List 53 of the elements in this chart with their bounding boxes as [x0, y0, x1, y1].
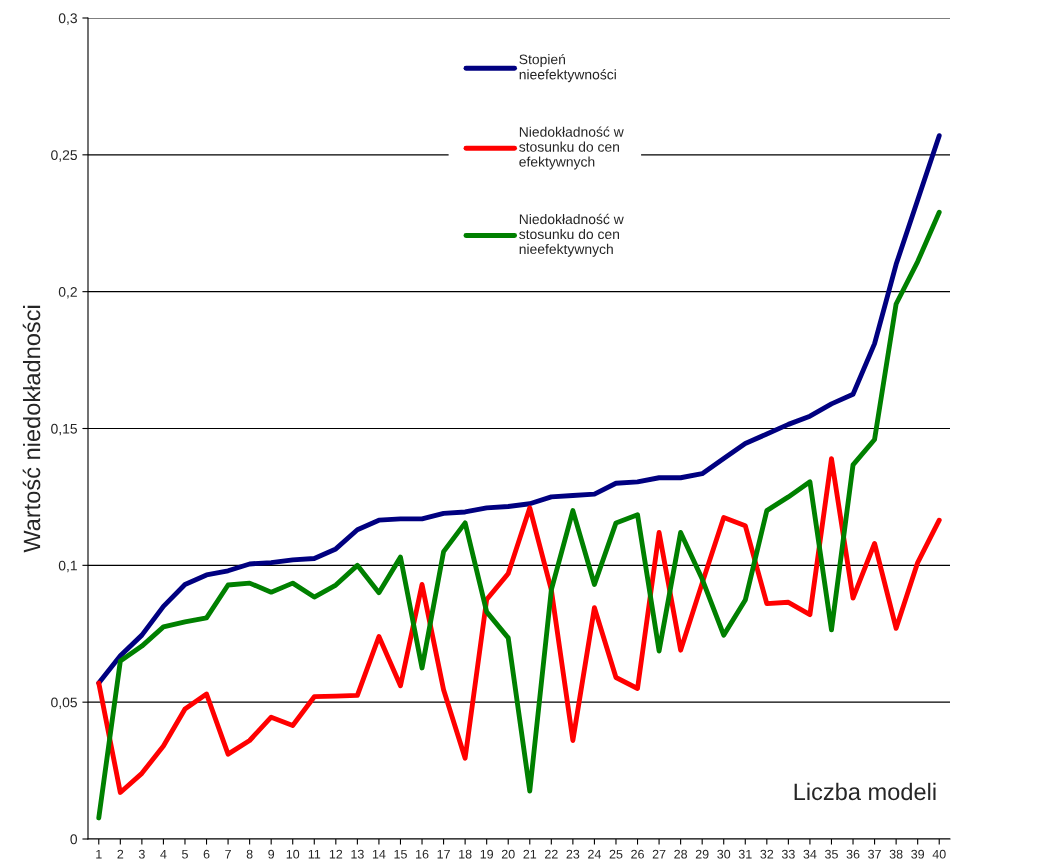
- x-tick-label: 37: [868, 849, 881, 859]
- x-tick-label: 28: [674, 849, 688, 859]
- x-tick-label: 30: [717, 849, 731, 859]
- x-axis-title: Liczba modeli: [794, 782, 936, 801]
- x-tick-label: 4: [160, 849, 167, 859]
- x-tick-label: 26: [631, 849, 644, 859]
- line-series: [96, 209, 942, 821]
- x-tick-label: 36: [846, 849, 860, 859]
- x-tick-label: 7: [225, 849, 231, 859]
- x-tick-label: 34: [803, 849, 817, 859]
- x-tick-label: 22: [545, 849, 558, 859]
- x-tick-label: 10: [286, 849, 300, 859]
- x-tick-label: 6: [203, 849, 210, 859]
- y-tick-label: 0: [70, 834, 78, 845]
- x-tick-label: 8: [246, 849, 253, 859]
- x-tick-label: 5: [182, 849, 188, 859]
- x-tick-label: 35: [825, 849, 838, 859]
- x-tick-label: 25: [609, 849, 623, 859]
- y-axis-title: Wartość niedokładności: [22, 305, 41, 553]
- x-tick-label: 9: [268, 849, 275, 859]
- y-tick-label: 0,2: [58, 287, 77, 299]
- x-tick-label: 38: [889, 849, 903, 859]
- x-tick-label: 33: [781, 849, 795, 859]
- legend-label: Stopień nieefektywności: [519, 53, 616, 83]
- y-tick-label: 0,05: [51, 697, 77, 709]
- y-tick-label: 0,15: [51, 423, 77, 436]
- x-tick-label: 24: [588, 849, 602, 859]
- x-tick-label: 18: [459, 849, 472, 859]
- x-tick-label: 1: [96, 849, 102, 859]
- x-tick-label: 21: [523, 849, 537, 859]
- x-tick-label: 13: [351, 849, 364, 859]
- x-tick-label: 14: [372, 849, 386, 859]
- x-tick-label: 39: [911, 849, 925, 859]
- legend-label: Niedokładność w stosunku do cen nieefektywnych: [519, 213, 624, 257]
- y-tick-label: 0,1: [58, 560, 77, 573]
- x-tick-label: 23: [566, 849, 580, 859]
- y-tick-label: 0,3: [58, 13, 77, 25]
- legend-label: Niedokładność w stosunku do cen efektywnych: [519, 126, 624, 170]
- x-tick-label: 2: [117, 849, 124, 859]
- x-tick-label: 20: [501, 849, 515, 859]
- x-tick-label: 12: [329, 849, 343, 859]
- x-tick-label: 17: [437, 849, 450, 859]
- x-tick-label: 29: [695, 849, 709, 859]
- x-tick-label: 31: [738, 849, 752, 859]
- y-tick-label: 0,25: [51, 150, 77, 162]
- x-tick-label: 27: [652, 849, 666, 859]
- x-tick-label: 40: [932, 849, 946, 859]
- x-tick-label: 19: [480, 849, 494, 859]
- x-tick-label: 11: [308, 849, 321, 859]
- x-tick-label: 15: [394, 849, 407, 859]
- x-tick-label: 32: [760, 849, 774, 859]
- x-tick-label: 16: [416, 849, 429, 859]
- x-tick-label: 3: [138, 849, 145, 859]
